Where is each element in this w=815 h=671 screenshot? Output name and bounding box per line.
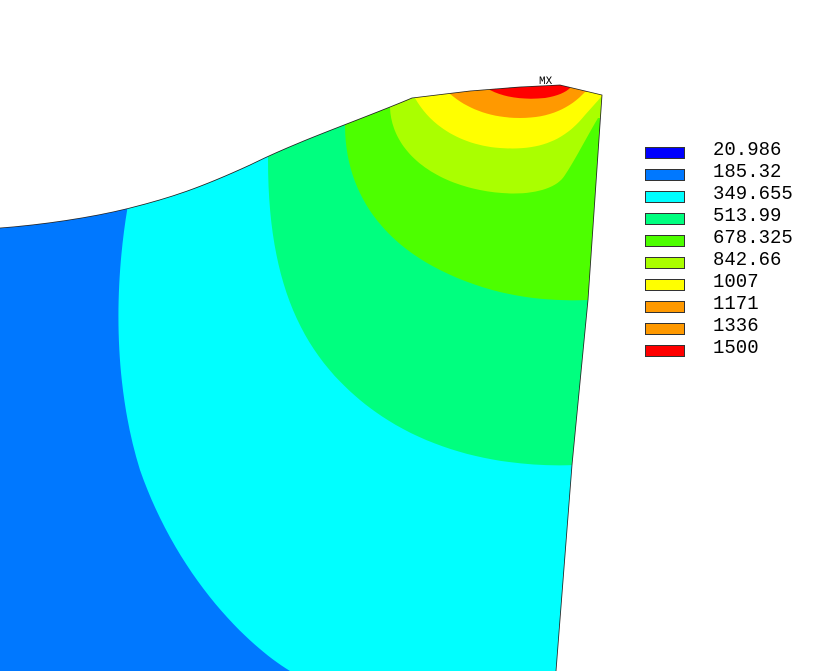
legend-value: 1007: [713, 271, 759, 293]
legend-value: 185.32: [713, 161, 782, 183]
legend-swatch: [645, 169, 685, 181]
legend-swatch: [645, 191, 685, 203]
legend-swatch: [645, 301, 685, 313]
legend-value: 1500: [713, 337, 759, 359]
legend-row: 349.655: [645, 184, 815, 206]
contour-legend: 20.986 185.32 349.655 513.99 678.325 842.66 10…: [645, 140, 815, 360]
legend-swatch: [645, 147, 685, 159]
legend-swatch: [645, 345, 685, 357]
legend-swatch: [645, 235, 685, 247]
contour-band-1336: [448, 85, 602, 118]
legend-value: 20.986: [713, 139, 782, 161]
legend-row: 842.66: [645, 250, 815, 272]
legend-value: 1171: [713, 293, 759, 315]
legend-row: 1007: [645, 272, 815, 294]
legend-value: 678.325: [713, 227, 793, 249]
legend-value: 513.99: [713, 205, 782, 227]
legend-row: 20.986: [645, 140, 815, 162]
contour-band-1500: [490, 85, 570, 99]
legend-row: 678.325: [645, 228, 815, 250]
legend-value: 349.655: [713, 183, 793, 205]
legend-row: 513.99: [645, 206, 815, 228]
legend-swatch: [645, 323, 685, 335]
model-outline: [0, 84, 603, 671]
legend-row: 1171: [645, 294, 815, 316]
legend-row: 185.32: [645, 162, 815, 184]
legend-swatch: [645, 279, 685, 291]
legend-swatch: [645, 213, 685, 225]
legend-swatch: [645, 257, 685, 269]
legend-row: 1500: [645, 338, 815, 360]
legend-value: 842.66: [713, 249, 782, 271]
max-marker-label: MX: [539, 76, 553, 88]
legend-row: 1336: [645, 316, 815, 338]
legend-value: 1336: [713, 315, 759, 337]
